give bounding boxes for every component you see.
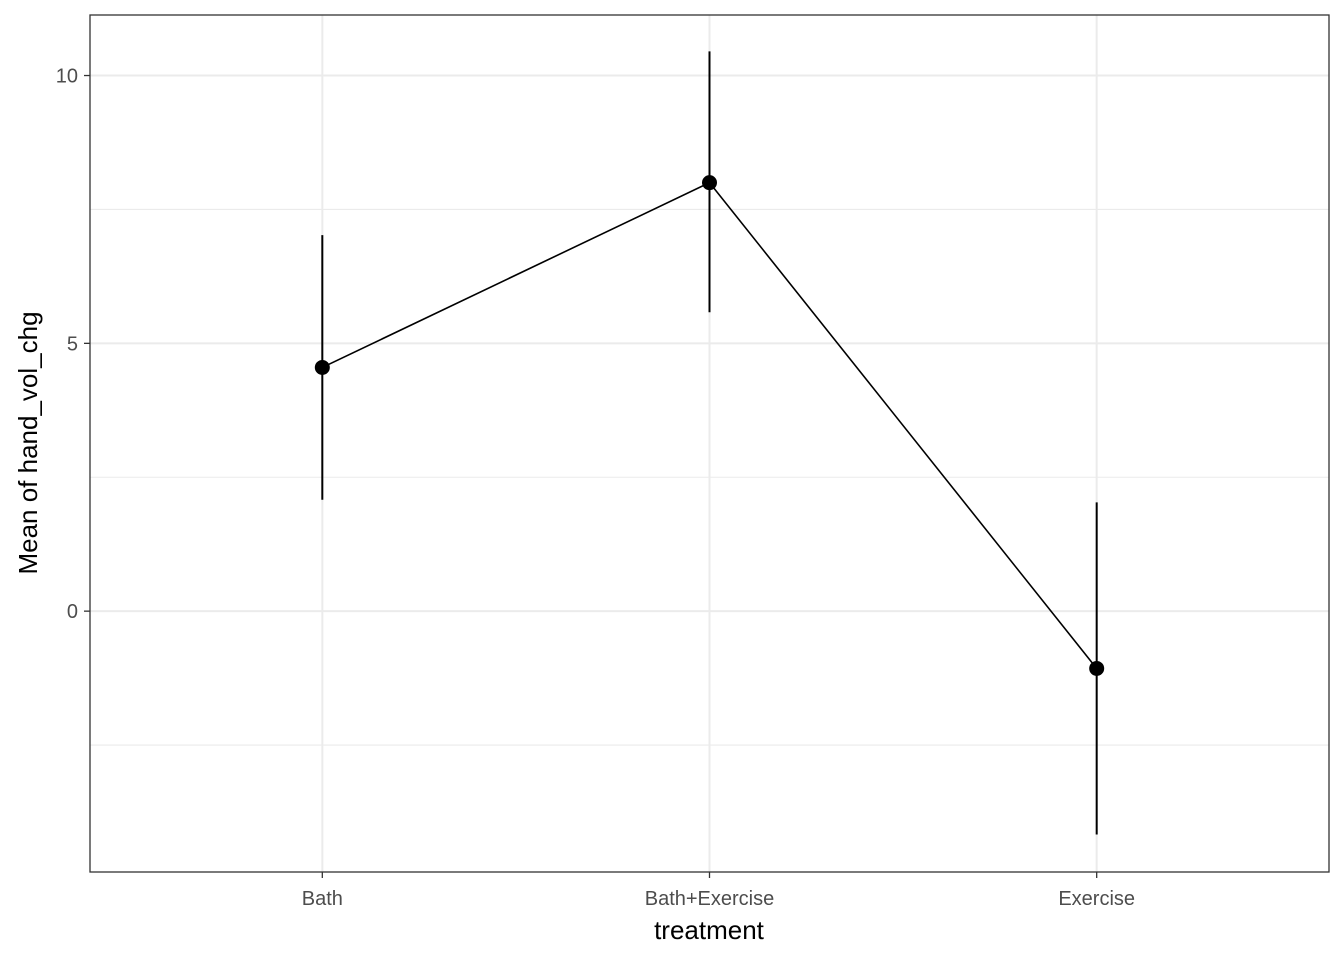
y-tick-label-0: 0 xyxy=(67,601,78,623)
y-tick-label-1: 5 xyxy=(67,333,78,355)
x-axis: Bath Bath+Exercise Exercise xyxy=(302,872,1135,910)
y-axis: 0 5 10 xyxy=(56,66,90,623)
data-point-2 xyxy=(1089,660,1105,676)
x-tick-label-2: Exercise xyxy=(1058,888,1135,910)
data-points xyxy=(314,175,1105,676)
x-axis-title: treatment xyxy=(654,915,765,945)
y-axis-title: Mean of hand_vol_chg xyxy=(13,311,43,574)
x-tick-label-1: Bath+Exercise xyxy=(645,888,775,910)
x-tick-label-0: Bath xyxy=(302,888,343,910)
data-point-1 xyxy=(702,175,717,191)
y-tick-label-2: 10 xyxy=(56,66,78,88)
data-point-0 xyxy=(314,359,330,375)
